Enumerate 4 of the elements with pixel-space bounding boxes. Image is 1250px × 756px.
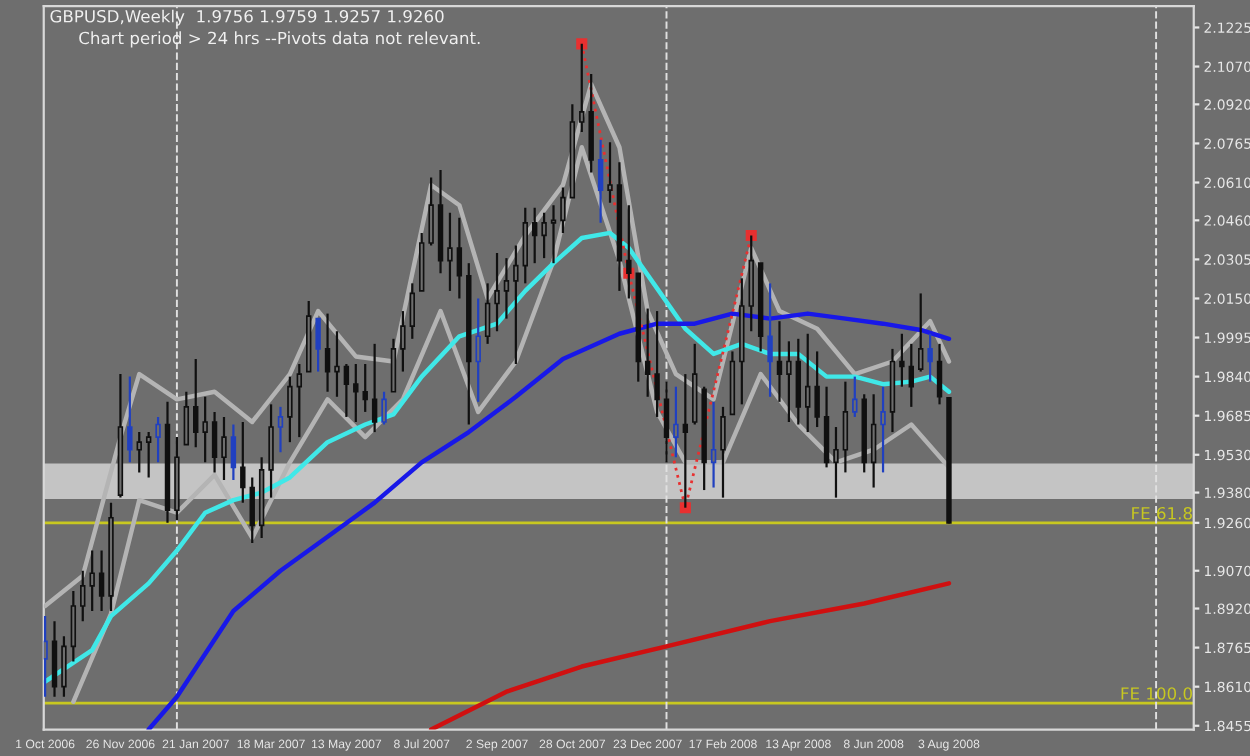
ref-line-label: FE 61.8 bbox=[1132, 506, 1192, 520]
chart-title: GBPUSD,Weekly 1.9756 1.9759 1.9257 1.9260 bbox=[50, 9, 444, 26]
annotation: Chart period > 24 hrs --Pivots data not relevant. bbox=[79, 31, 480, 48]
ref-line-label: FE 100.0 bbox=[1121, 687, 1192, 700]
